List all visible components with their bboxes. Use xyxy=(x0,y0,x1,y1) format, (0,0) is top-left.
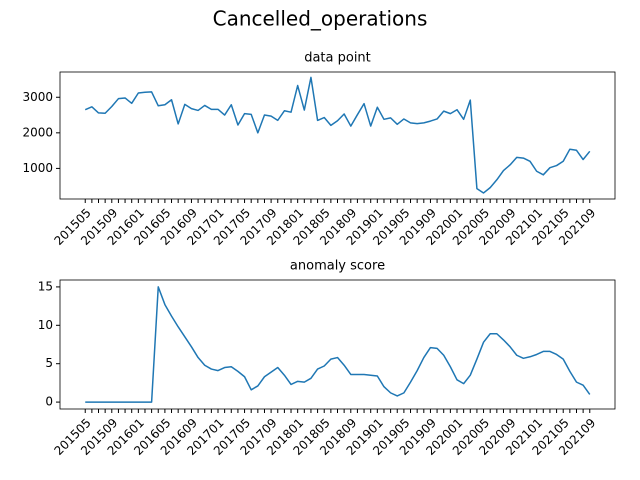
axes-frame xyxy=(59,279,616,410)
y-tick-label: 10 xyxy=(38,318,53,332)
axes-title: anomaly score xyxy=(290,259,385,274)
figure-title: Cancelled_operations xyxy=(213,7,428,31)
y-tick-label: 2000 xyxy=(22,125,53,139)
axes-title: data point xyxy=(304,51,371,66)
axes-frame xyxy=(59,71,616,200)
y-tick-label: 15 xyxy=(38,279,53,293)
y-tick-label: 3000 xyxy=(22,90,53,104)
data-line xyxy=(84,76,591,194)
data-line xyxy=(85,286,591,403)
y-tick-label: 1000 xyxy=(22,161,53,175)
y-tick-label: 5 xyxy=(45,356,53,370)
y-tick-label: 0 xyxy=(45,395,53,409)
